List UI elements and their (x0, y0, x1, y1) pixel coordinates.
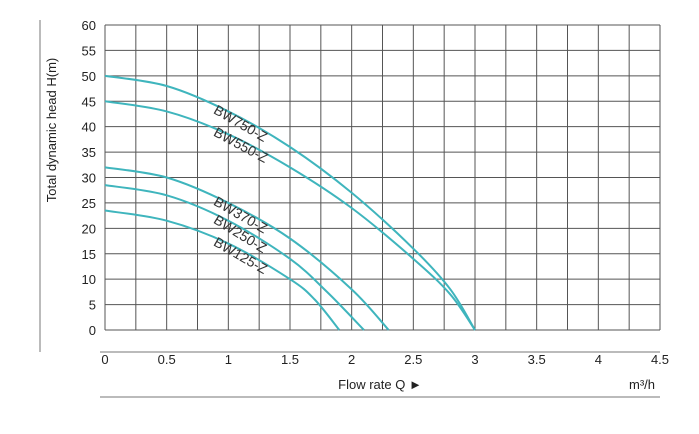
x-axis-unit: m³/h (629, 377, 655, 392)
curve-bw750-z (104, 74, 476, 331)
y-tick-label: 55 (82, 43, 96, 58)
y-tick-label: 50 (82, 69, 96, 84)
curve-bw125-z (104, 209, 341, 331)
y-tick-label: 15 (82, 247, 96, 262)
x-axis-ticks: 0 0.5 1 1.5 2 2.5 3 3.5 4 4.5 (101, 352, 669, 367)
x-tick-label: 3.5 (528, 352, 546, 367)
x-axis-title: Flow rate Q ► (338, 377, 422, 392)
y-tick-label: 45 (82, 94, 96, 109)
chart-grid (104, 24, 661, 331)
y-tick-label: 5 (89, 298, 96, 313)
curve-bw550-z (104, 100, 476, 331)
x-tick-label: 1.5 (281, 352, 299, 367)
y-axis-ticks: 0 5 10 15 20 25 30 35 40 45 50 55 60 (82, 18, 96, 338)
curve-bw250-z (104, 184, 365, 331)
y-tick-label: 40 (82, 120, 96, 135)
y-axis-title: Total dynamic head H(m) (44, 58, 59, 203)
y-tick-label: 60 (82, 18, 96, 33)
x-tick-label: 3 (471, 352, 478, 367)
y-tick-label: 25 (82, 196, 96, 211)
y-tick-label: 10 (82, 272, 96, 287)
x-tick-label: 0.5 (158, 352, 176, 367)
x-tick-label: 4 (595, 352, 602, 367)
x-tick-label: 1 (225, 352, 232, 367)
curve-bw370-z (104, 166, 390, 331)
y-tick-label: 20 (82, 221, 96, 236)
y-tick-label: 30 (82, 171, 96, 186)
y-tick-label: 0 (89, 323, 96, 338)
x-tick-label: 2 (348, 352, 355, 367)
x-tick-label: 4.5 (651, 352, 669, 367)
pump-curves (104, 74, 476, 331)
x-tick-label: 2.5 (404, 352, 422, 367)
x-tick-label: 0 (101, 352, 108, 367)
y-tick-label: 35 (82, 145, 96, 160)
